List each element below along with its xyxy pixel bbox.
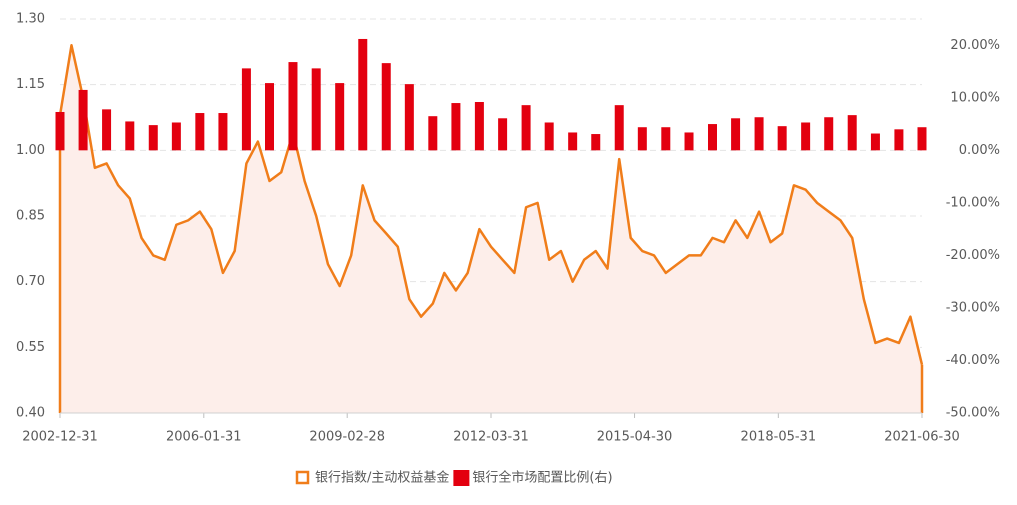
legend-swatch (453, 470, 470, 486)
y2-tick-label: 20.00% (950, 38, 1000, 53)
y2-tick-label: -40.00% (946, 353, 1000, 368)
bar (917, 127, 927, 151)
bar (544, 122, 554, 151)
bar (195, 113, 205, 151)
bar (218, 113, 228, 151)
bar (265, 83, 275, 151)
bar (381, 63, 391, 151)
y-tick-label: 1.30 (16, 12, 45, 27)
y-tick-label: 1.00 (16, 143, 45, 158)
bar (148, 125, 158, 151)
bar (777, 126, 787, 151)
y2-tick-label: -30.00% (946, 300, 1000, 315)
y2-tick-label: 10.00% (950, 90, 1000, 105)
bar (78, 89, 88, 151)
bar (404, 84, 414, 151)
bar (614, 105, 624, 151)
y-tick-label: 1.15 (16, 77, 45, 92)
bar (707, 124, 717, 151)
bar (521, 105, 531, 151)
bar (474, 102, 484, 151)
bar (661, 127, 671, 151)
bar (241, 68, 251, 151)
bar (870, 133, 880, 151)
x-tick-label: 2009-02-28 (309, 430, 385, 445)
y2-tick-label: 0.00% (959, 143, 1000, 158)
x-tick-label: 2012-03-31 (453, 430, 529, 445)
y2-tick-label: -10.00% (946, 195, 1000, 210)
bar (824, 117, 834, 151)
bar (288, 62, 298, 151)
bar (637, 127, 647, 151)
bar (311, 68, 321, 151)
y2-tick-label: -50.00% (946, 406, 1000, 421)
bar (591, 134, 601, 151)
y-tick-label: 0.85 (16, 209, 45, 224)
y-tick-label: 0.55 (16, 340, 45, 355)
legend-label: 银行全市场配置比例(右) (472, 470, 612, 486)
x-tick-label: 2018-05-31 (741, 430, 817, 445)
bar (801, 122, 811, 151)
bar (451, 103, 461, 151)
legend-label: 银行指数/主动权益基金 (315, 470, 449, 486)
line-area (60, 45, 922, 414)
bar (754, 117, 764, 151)
bar (428, 116, 438, 151)
x-tick-label: 2006-01-31 (166, 430, 242, 445)
bar (358, 38, 368, 151)
bar (731, 118, 741, 151)
bar (894, 129, 904, 151)
x-tick-label: 2002-12-31 (22, 430, 98, 445)
bar (171, 122, 181, 151)
bar (498, 118, 508, 151)
bar (55, 111, 65, 151)
x-tick-label: 2021-06-30 (884, 430, 960, 445)
area-edge (58, 115, 924, 413)
bar (568, 132, 578, 151)
bar (125, 121, 135, 151)
bar (102, 109, 112, 151)
bar (684, 132, 694, 151)
legend-swatch (295, 470, 310, 485)
line (58, 44, 924, 366)
y-tick-label: 0.70 (16, 274, 45, 289)
x-tick-label: 2015-04-30 (597, 430, 673, 445)
y-tick-label: 0.40 (16, 406, 45, 421)
bar (335, 83, 345, 151)
bar (847, 115, 857, 151)
y2-tick-label: -20.00% (946, 248, 1000, 263)
